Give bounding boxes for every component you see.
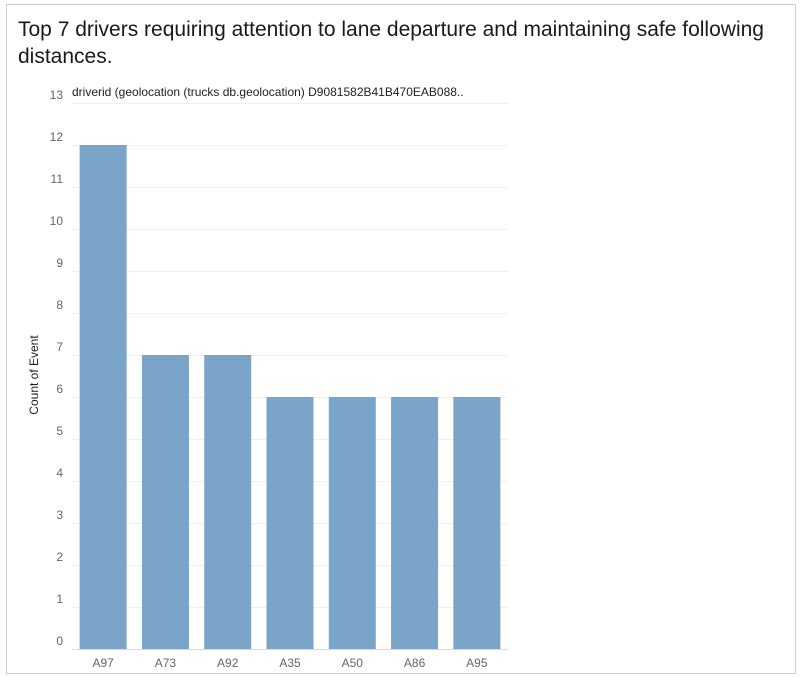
- y-tick-label: 6: [56, 382, 63, 396]
- chart-title: Top 7 drivers requiring attention to lan…: [18, 18, 764, 68]
- y-tick-label: 9: [56, 256, 63, 270]
- x-tick-label: A73: [155, 656, 177, 670]
- x-tick-label: A35: [279, 656, 301, 670]
- bar-A35[interactable]: [266, 397, 314, 649]
- x-tick-label: A97: [92, 656, 114, 670]
- y-tick-label: 7: [56, 340, 63, 354]
- bar-A95[interactable]: [453, 397, 501, 649]
- y-tick-label: 13: [50, 88, 64, 102]
- y-tick-label: 11: [51, 172, 64, 186]
- x-tick-label: A92: [217, 656, 239, 670]
- x-tick-label: A86: [404, 656, 426, 670]
- y-tick-label: 8: [56, 298, 63, 312]
- column-header: driverid (geolocation (trucks db.geoloca…: [72, 85, 464, 99]
- y-axis-title: Count of Event: [27, 335, 41, 415]
- x-tick-label: A50: [342, 656, 364, 670]
- y-tick-label: 12: [50, 130, 64, 144]
- y-tick-label: 4: [56, 466, 63, 480]
- bar-A97[interactable]: [79, 145, 127, 649]
- x-axis-ticks: A97 A73 A92 A35 A50 A86 A95: [92, 656, 487, 670]
- bars: [79, 145, 501, 649]
- x-tick-label: A95: [466, 656, 488, 670]
- y-tick-label: 1: [56, 592, 63, 606]
- y-tick-label: 5: [56, 424, 63, 438]
- y-tick-label: 10: [50, 214, 64, 228]
- bar-A73[interactable]: [141, 355, 189, 649]
- bar-A50[interactable]: [328, 397, 376, 649]
- bar-A86[interactable]: [391, 397, 439, 649]
- y-tick-label: 0: [56, 634, 63, 648]
- y-tick-label: 3: [56, 508, 63, 522]
- bar-A92[interactable]: [204, 355, 252, 649]
- y-tick-label: 2: [56, 550, 63, 564]
